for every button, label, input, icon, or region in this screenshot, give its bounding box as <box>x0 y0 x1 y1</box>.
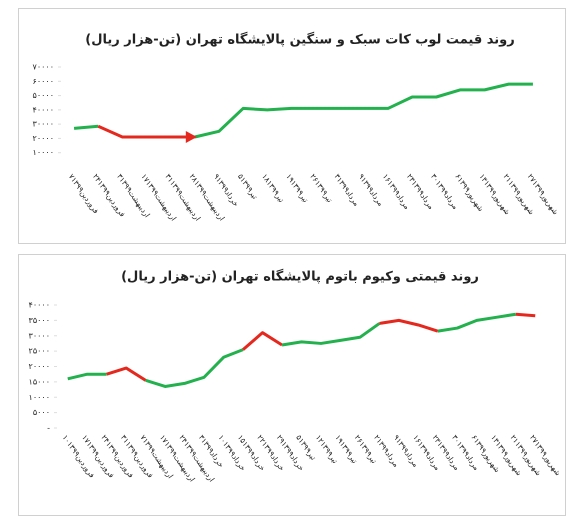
line-segment <box>437 312 517 333</box>
y-tick-label: ۱۵۰۰۰ <box>29 377 50 386</box>
line-segment <box>379 318 439 333</box>
line-segment <box>281 322 381 347</box>
y-tick-label: ۲۰۰۰۰ <box>29 362 50 371</box>
chart-frame <box>18 254 566 516</box>
chart-frame <box>18 8 566 244</box>
y-tick-label: ۵۰۰۰ <box>33 408 50 417</box>
line-segment <box>145 348 244 388</box>
y-tick-label: ۳۰۰۰۰ <box>33 120 54 129</box>
line-segment <box>194 82 533 139</box>
line-segment <box>97 124 195 139</box>
y-tick-label: ۱۰۰۰۰ <box>29 393 50 402</box>
line-segment <box>106 366 147 382</box>
y-tick-label: - <box>47 424 50 433</box>
y-tick-label: ۴۰۰۰۰ <box>33 105 54 114</box>
chart-title: روند قیمت لوب کات سبک و سنگین پالایشگاه … <box>85 32 514 48</box>
y-tick-label: ۲۰۰۰۰ <box>33 134 54 143</box>
line-segment <box>73 124 99 130</box>
y-tick-label: ۶۰۰۰۰ <box>33 77 54 86</box>
line-segment <box>242 331 283 351</box>
chart-title: روند قیمتی وکیوم باتوم پالایشگاه تهران (… <box>121 269 479 285</box>
y-tick-label: ۳۰۰۰۰ <box>29 331 50 340</box>
y-tick-label: ۵۰۰۰۰ <box>33 91 54 100</box>
y-tick-label: ۳۵۰۰۰ <box>29 316 50 325</box>
y-tick-label: ۲۵۰۰۰ <box>29 347 50 356</box>
line-segment <box>67 372 107 381</box>
arrow-head <box>185 131 197 143</box>
y-tick-label: ۴۰۰۰۰ <box>29 301 50 310</box>
y-tick-label: ۱۰۰۰۰ <box>33 148 54 157</box>
line-segment <box>515 312 536 318</box>
y-tick-label: ۷۰۰۰۰ <box>33 63 54 72</box>
